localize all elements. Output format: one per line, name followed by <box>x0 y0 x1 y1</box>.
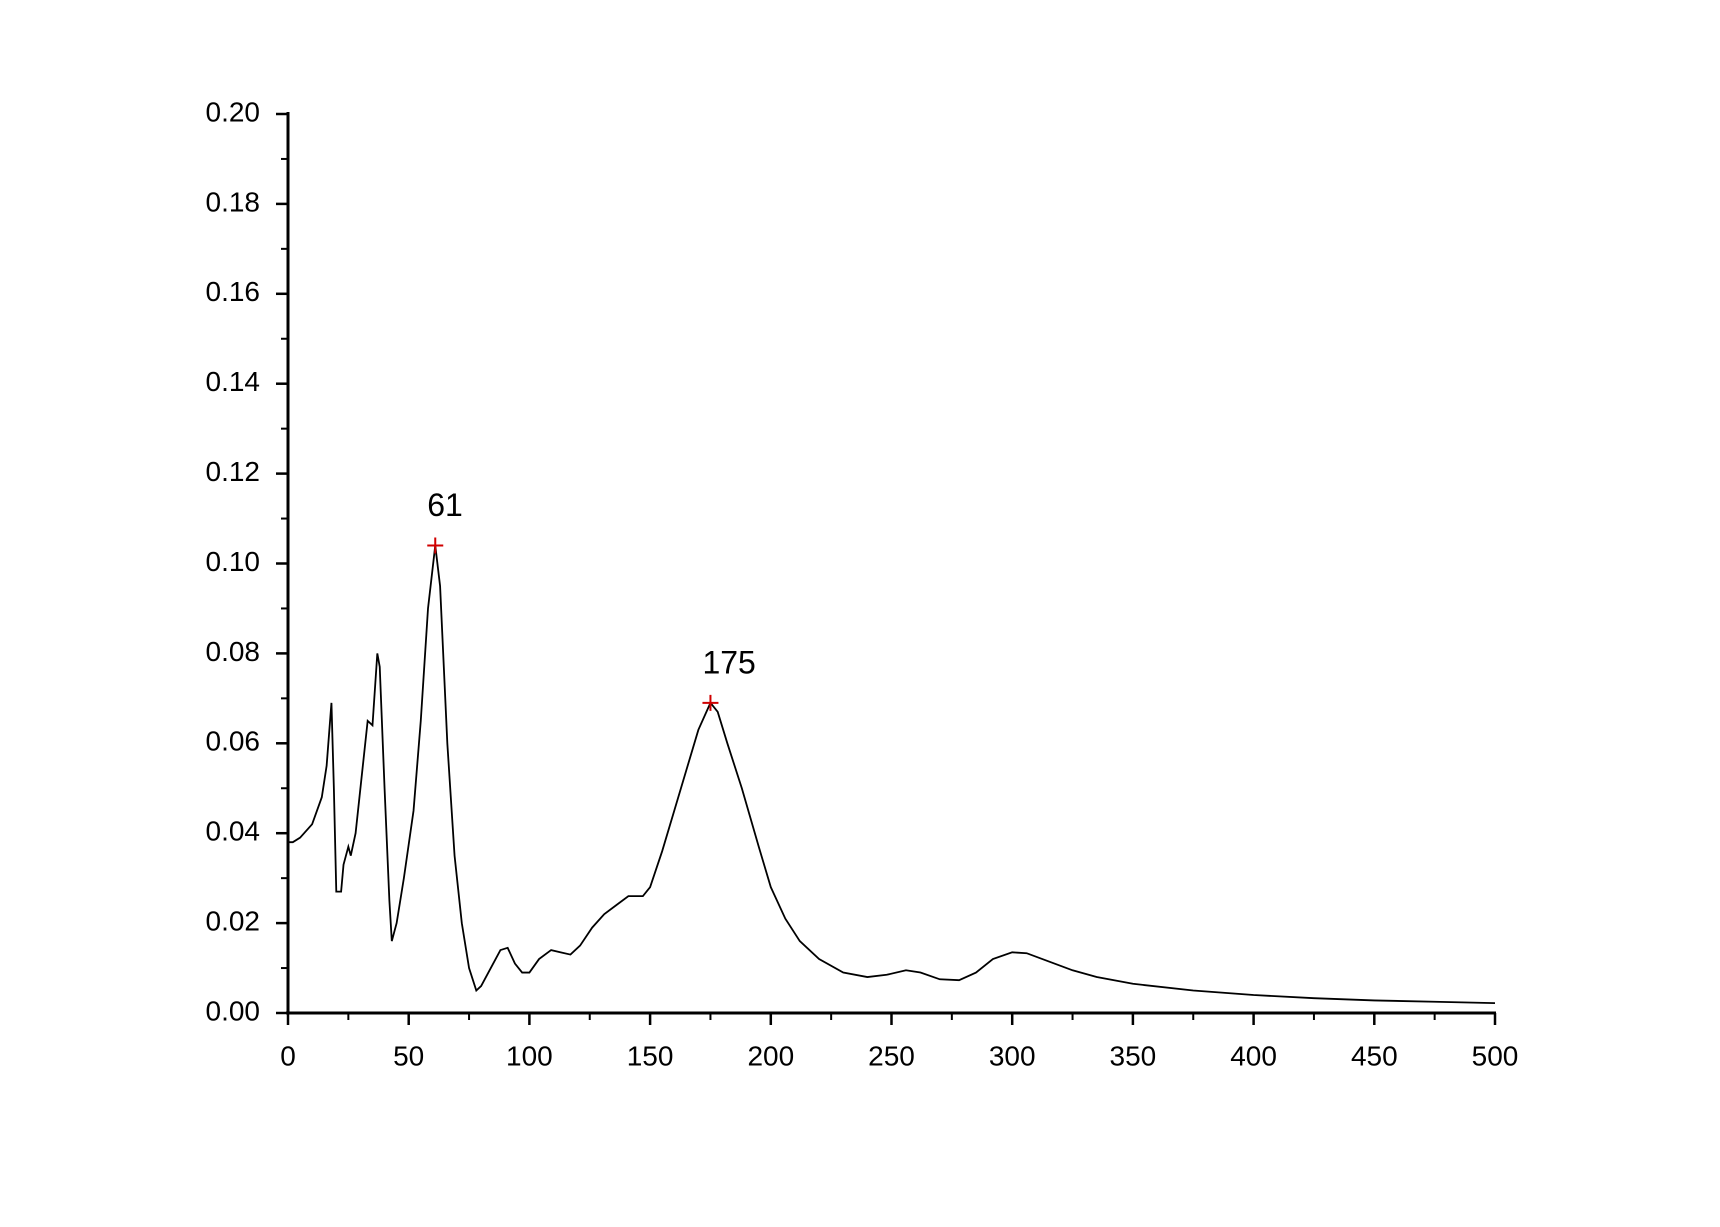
y-tick-label: 0.08 <box>206 636 261 667</box>
x-tick-label: 300 <box>989 1040 1036 1071</box>
y-tick-label: 0.00 <box>206 995 261 1026</box>
y-tick-label: 0.20 <box>206 96 261 127</box>
peak-label: 61 <box>427 487 463 523</box>
y-tick-label: 0.16 <box>206 276 261 307</box>
x-tick-label: 50 <box>393 1040 424 1071</box>
x-tick-label: 200 <box>747 1040 794 1071</box>
y-tick-label: 0.18 <box>206 186 261 217</box>
x-tick-label: 0 <box>280 1040 296 1071</box>
y-tick-label: 0.02 <box>206 905 261 936</box>
peak-marker <box>427 537 444 554</box>
line-series <box>288 545 1496 1005</box>
x-tick-label: 250 <box>868 1040 915 1071</box>
y-tick-label: 0.14 <box>206 366 261 397</box>
x-tick-label: 450 <box>1351 1040 1398 1071</box>
y-tick-label: 0.12 <box>206 456 261 487</box>
y-tick-label: 0.10 <box>206 546 261 577</box>
y-tick-label: 0.04 <box>206 816 261 847</box>
x-tick-label: 500 <box>1472 1040 1519 1071</box>
x-tick-label: 400 <box>1230 1040 1277 1071</box>
x-tick-label: 100 <box>506 1040 553 1071</box>
y-tick-label: 0.06 <box>206 726 261 757</box>
peak-label: 175 <box>702 644 755 680</box>
x-tick-label: 150 <box>627 1040 674 1071</box>
peak-marker <box>702 694 719 711</box>
x-tick-label: 350 <box>1110 1040 1157 1071</box>
